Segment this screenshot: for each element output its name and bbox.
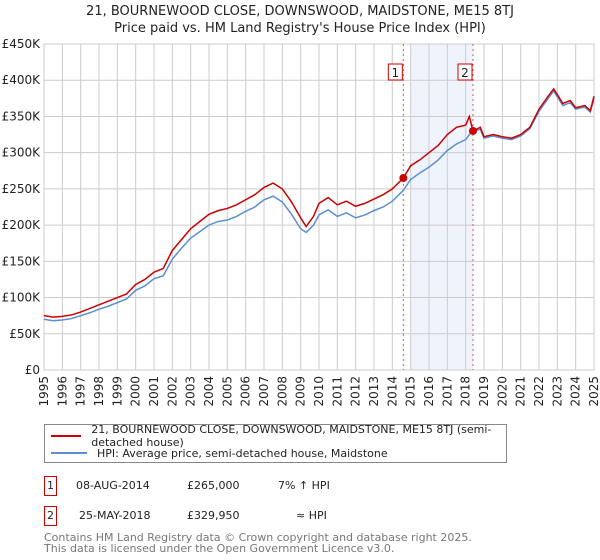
x-tick-label: 1996	[55, 376, 69, 407]
x-tick-label: 2007	[257, 376, 271, 407]
x-tick-label: 2015	[404, 376, 418, 407]
sale-marker-box: 1	[44, 476, 57, 496]
sale-price: £265,000	[187, 479, 240, 492]
x-tick-label: 2002	[165, 376, 179, 407]
x-tick-label: 2012	[349, 376, 363, 407]
x-tick-label: 2022	[532, 376, 546, 407]
x-tick-label: 2009	[294, 376, 308, 407]
plot-area: £0 £50K £100K £150K £200K £250K £300K £350K £400…	[2, 37, 600, 407]
sale-row-2: 2 25-MAY-2018 £329,950 ≈ HPI	[44, 506, 444, 526]
y-tick-label: £350K	[2, 109, 42, 123]
property-line	[43, 87, 595, 318]
hpi-line	[43, 89, 595, 322]
sale-date: 08-AUG-2014	[76, 479, 150, 492]
sale-price: £329,950	[187, 509, 240, 522]
x-tick-label: 2011	[330, 376, 344, 407]
x-tick-label: 1999	[110, 376, 124, 407]
x-tick-label: 1997	[74, 376, 88, 407]
y-tick-label: £150K	[2, 254, 42, 268]
y-tick-label: £400K	[2, 73, 42, 87]
sale-label: 2	[461, 66, 469, 80]
legend-swatch-blue	[51, 452, 87, 454]
x-tick-label: 2018	[459, 376, 473, 407]
y-tick-label: £0	[25, 363, 40, 377]
sale-point	[399, 174, 408, 183]
x-tick-label: 2005	[220, 376, 234, 407]
sale-label-box	[457, 63, 473, 81]
x-tick-label: 2000	[129, 376, 143, 407]
x-tick-label: 2008	[275, 376, 289, 407]
legend: 21, BOURNEWOOD CLOSE, DOWNSWOOD, MAIDSTO…	[44, 423, 507, 463]
x-tick-label: 1995	[37, 376, 51, 407]
sale-row-1: 1 08-AUG-2014 £265,000 7% ↑ HPI	[44, 476, 444, 496]
x-tick-label: 2010	[312, 376, 326, 407]
legend-item-hpi: HPI: Average price, semi-detached house,…	[45, 445, 388, 461]
x-tick-label: 2016	[422, 376, 436, 407]
chart-title: 21, BOURNEWOOD CLOSE, DOWNSWOOD, MAIDSTO…	[86, 4, 514, 19]
y-tick-label: £200K	[2, 218, 42, 232]
x-tick-label: 2019	[477, 376, 491, 407]
x-tick-label: 2017	[440, 376, 454, 407]
y-tick-label: £50K	[9, 327, 41, 341]
x-tick-label: 1998	[92, 376, 106, 407]
x-tick-label: 2013	[367, 376, 381, 407]
x-tick-label: 2023	[550, 376, 564, 407]
x-tick-label: 2025	[587, 376, 600, 407]
sale-hpi-note: ≈ HPI	[296, 509, 327, 522]
legend-swatch-red	[51, 435, 82, 437]
sale-point	[469, 126, 477, 135]
x-tick-label: 2004	[202, 376, 216, 407]
shaded-period	[410, 44, 473, 370]
y-tick-label: £300K	[2, 146, 42, 160]
y-tick-label: £100K	[2, 291, 42, 305]
x-tick-label: 2021	[514, 376, 528, 407]
legend-label: HPI: Average price, semi-detached house,…	[97, 446, 388, 460]
sale-date: 25-MAY-2018	[79, 509, 151, 522]
sale-hpi-note: 7% ↑ HPI	[278, 479, 330, 492]
x-tick-label: 2001	[147, 376, 161, 407]
x-tick-label: 2014	[385, 376, 399, 407]
sale-label-box	[387, 63, 403, 81]
footer-copyright: Contains HM Land Registry data © Crown c…	[44, 531, 472, 544]
y-tick-label: £250K	[2, 182, 42, 196]
legend-item-property: 21, BOURNEWOOD CLOSE, DOWNSWOOD, MAIDSTO…	[45, 423, 506, 449]
footer-licence: This data is licensed under the Open Gov…	[44, 542, 395, 555]
sale-label: 1	[392, 66, 400, 80]
x-tick-label: 2006	[239, 376, 253, 407]
chart-subtitle: Price paid vs. HM Land Registry's House …	[114, 21, 486, 36]
y-tick-label: £450K	[2, 37, 42, 51]
sale-marker-box: 2	[44, 506, 57, 526]
legend-label: 21, BOURNEWOOD CLOSE, DOWNSWOOD, MAIDSTO…	[91, 423, 492, 449]
plot-border	[43, 43, 595, 371]
x-tick-label: 2024	[569, 376, 583, 407]
x-tick-label: 2020	[495, 376, 509, 407]
x-tick-label: 2003	[184, 376, 198, 407]
